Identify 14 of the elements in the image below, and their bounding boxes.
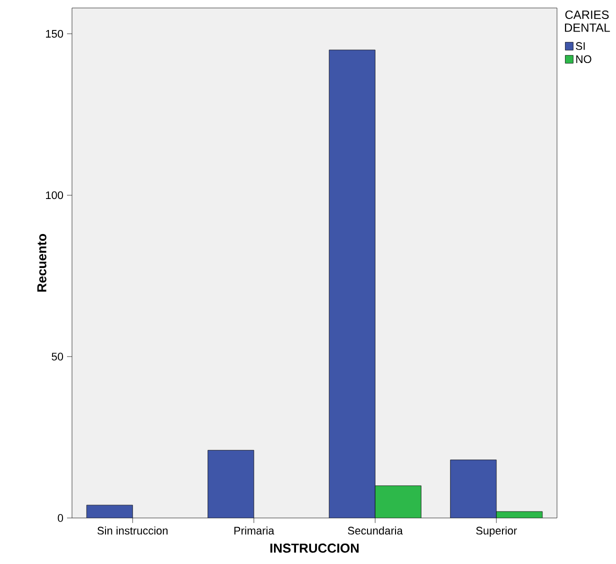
x-tick-label: Primaria <box>234 526 274 535</box>
y-tick-label: 150 <box>46 30 64 38</box>
legend-title: CARIES DENTAL <box>564 10 610 32</box>
x-tick-label: Secundaria <box>348 526 403 535</box>
y-tick-label: 0 <box>58 514 64 522</box>
legend-label: SI <box>576 42 585 50</box>
y-axis-title: Recuento <box>37 234 46 292</box>
x-tick-label: Superior <box>476 526 517 537</box>
y-tick-label: 50 <box>52 352 64 360</box>
y-tick-label: 100 <box>46 191 64 200</box>
legend-label: NO <box>576 55 592 64</box>
x-axis-title: INSTRUCCION <box>270 544 359 553</box>
bar <box>374 486 422 518</box>
x-tick-label: Sin instruccion <box>98 526 168 535</box>
